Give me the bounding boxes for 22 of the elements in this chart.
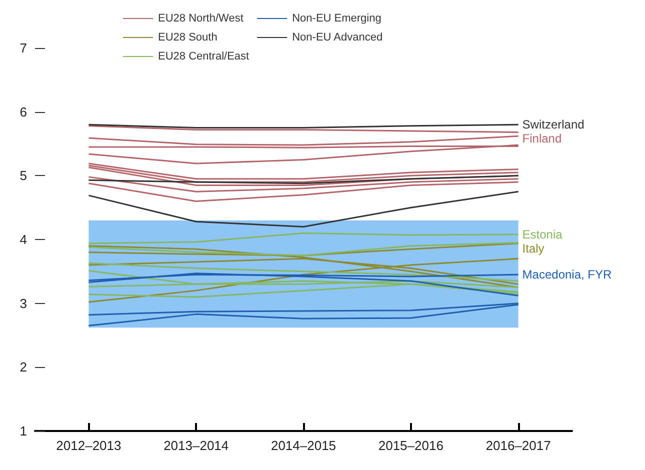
annotation: Italy bbox=[522, 241, 544, 256]
x-tick-label: 2013–2014 bbox=[164, 438, 229, 453]
y-tick-label: 6 bbox=[20, 104, 27, 120]
y-tick-label: 3 bbox=[20, 296, 27, 311]
y-tick-label: 2 bbox=[20, 360, 27, 375]
annotation: Finland bbox=[522, 132, 562, 146]
y-tick-label: 4 bbox=[20, 232, 27, 247]
x-tick-label: 2012–2013 bbox=[56, 438, 122, 453]
legend-label: EU28 South bbox=[158, 32, 218, 44]
y-tick-label: 1 bbox=[20, 424, 27, 438]
legend-label: Non-EU Emerging bbox=[292, 12, 382, 24]
legend-label: EU28 North/West bbox=[158, 12, 244, 24]
annotation: Switzerland bbox=[522, 118, 584, 132]
x-tick-label: 2015–2016 bbox=[378, 438, 444, 453]
legend-label: Non-EU Advanced bbox=[292, 32, 383, 44]
annotation: Estonia bbox=[522, 227, 563, 242]
y-tick-label: 7 bbox=[20, 40, 27, 56]
annotation: Macedonia, FYR bbox=[522, 268, 612, 282]
legend-label: EU28 Central/East bbox=[158, 50, 250, 62]
x-tick-label: 2014–2015 bbox=[270, 438, 336, 453]
x-tick-label: 2016–2017 bbox=[486, 438, 551, 453]
y-tick-label: 5 bbox=[20, 168, 27, 184]
